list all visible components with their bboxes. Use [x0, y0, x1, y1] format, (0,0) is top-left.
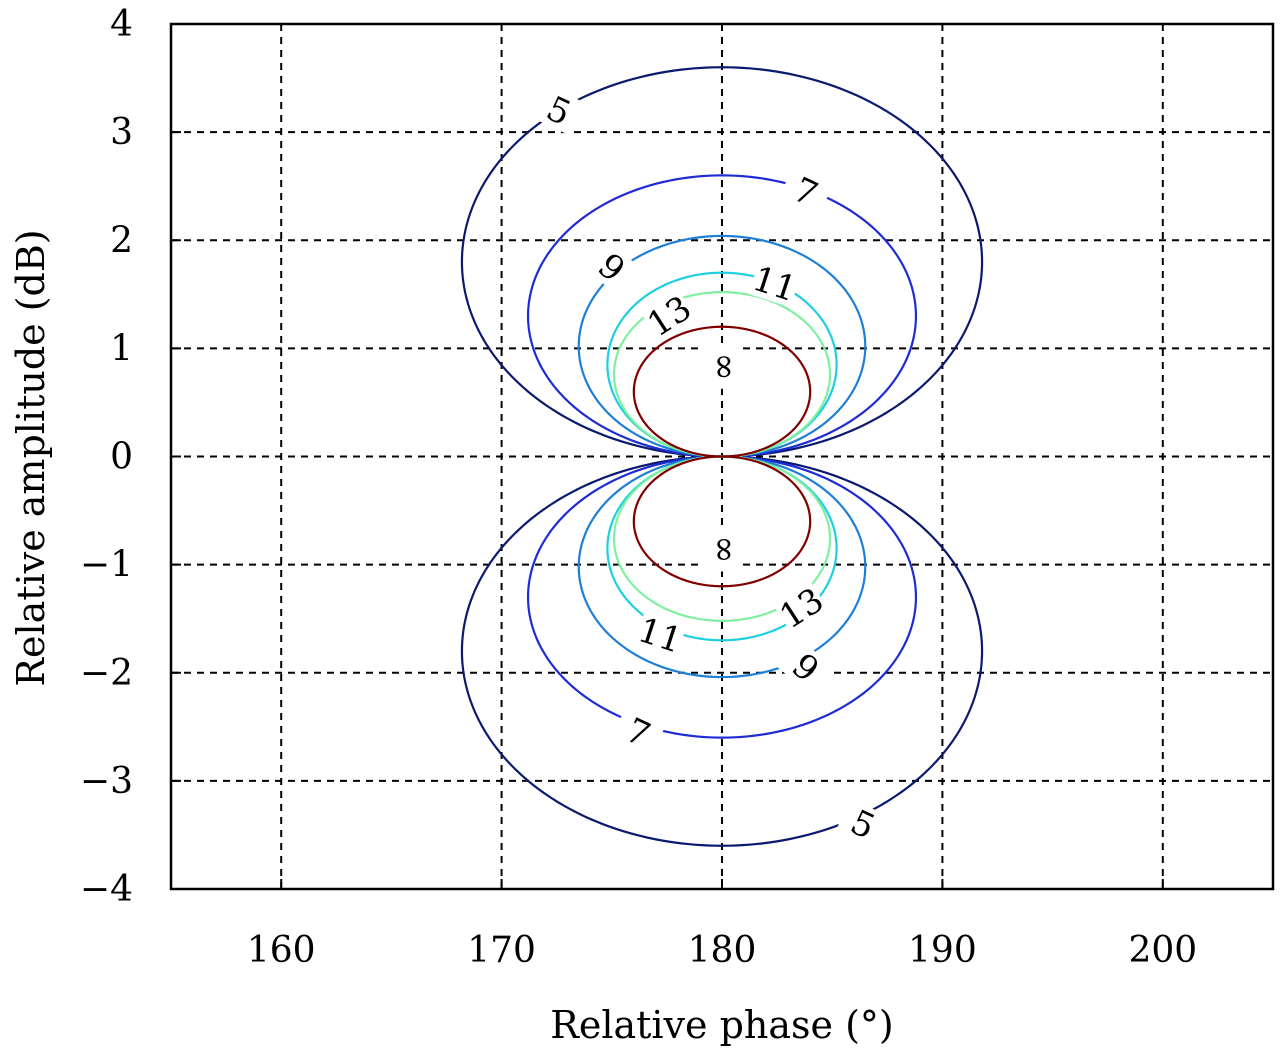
contour-line-lower — [612, 455, 832, 622]
y-tick-label: −4 — [80, 869, 133, 910]
y-tick-label: −2 — [80, 653, 133, 694]
contour-line-upper — [606, 271, 838, 458]
contour-label: 11 — [748, 259, 802, 310]
contour-label: 13 — [773, 580, 831, 637]
y-tick-label: 4 — [110, 4, 133, 45]
tick-layer: 160 170 180 190 200 4 3 2 1 0 −1 −2 −3 −4 — [80, 4, 1197, 971]
contour-label-background — [633, 610, 687, 659]
contour-line-lower — [460, 455, 984, 847]
x-tick-label: 160 — [247, 930, 316, 971]
contour-layer — [460, 66, 984, 847]
contour-label-background — [640, 288, 698, 344]
contour-label-background — [583, 239, 641, 296]
y-tick-label: 2 — [110, 220, 133, 261]
contour-line-lower — [632, 455, 812, 588]
y-tick-label: −3 — [80, 761, 133, 802]
x-axis-label: Relative phase (°) — [550, 1003, 894, 1047]
contour-label-background — [778, 165, 834, 218]
contour-line-upper — [460, 66, 984, 458]
contour-label-background — [773, 580, 830, 635]
contour-label: ∞ — [703, 353, 743, 381]
x-tick-label: 190 — [908, 930, 977, 971]
contour-label-background — [531, 84, 587, 137]
x-tick-label: 170 — [467, 930, 536, 971]
grid-layer — [171, 24, 1273, 889]
contour-label-background — [704, 527, 740, 572]
contour-label-background — [777, 639, 835, 696]
contour-label-background — [835, 798, 891, 850]
contour-label: ∞ — [703, 535, 743, 563]
contour-label-background — [748, 259, 802, 308]
contour-line-upper — [526, 174, 918, 458]
contour-line-lower — [606, 455, 838, 642]
y-tick-label: 3 — [110, 112, 133, 153]
contour-label-background — [704, 344, 740, 389]
contour-line-upper — [612, 291, 832, 458]
y-tick-label: −1 — [80, 545, 133, 586]
y-tick-label: 1 — [110, 328, 133, 369]
contour-line-lower — [577, 455, 867, 679]
contour-label-background — [610, 706, 666, 758]
contour-line-lower — [526, 455, 918, 739]
contour-label: 11 — [633, 610, 687, 661]
x-tick-label: 200 — [1128, 930, 1197, 971]
y-axis-label: Relative amplitude (dB) — [9, 229, 53, 686]
contour-line-upper — [577, 234, 867, 458]
y-tick-label: 0 — [110, 437, 133, 478]
contour-line-upper — [632, 325, 812, 458]
x-tick-label: 180 — [688, 930, 757, 971]
